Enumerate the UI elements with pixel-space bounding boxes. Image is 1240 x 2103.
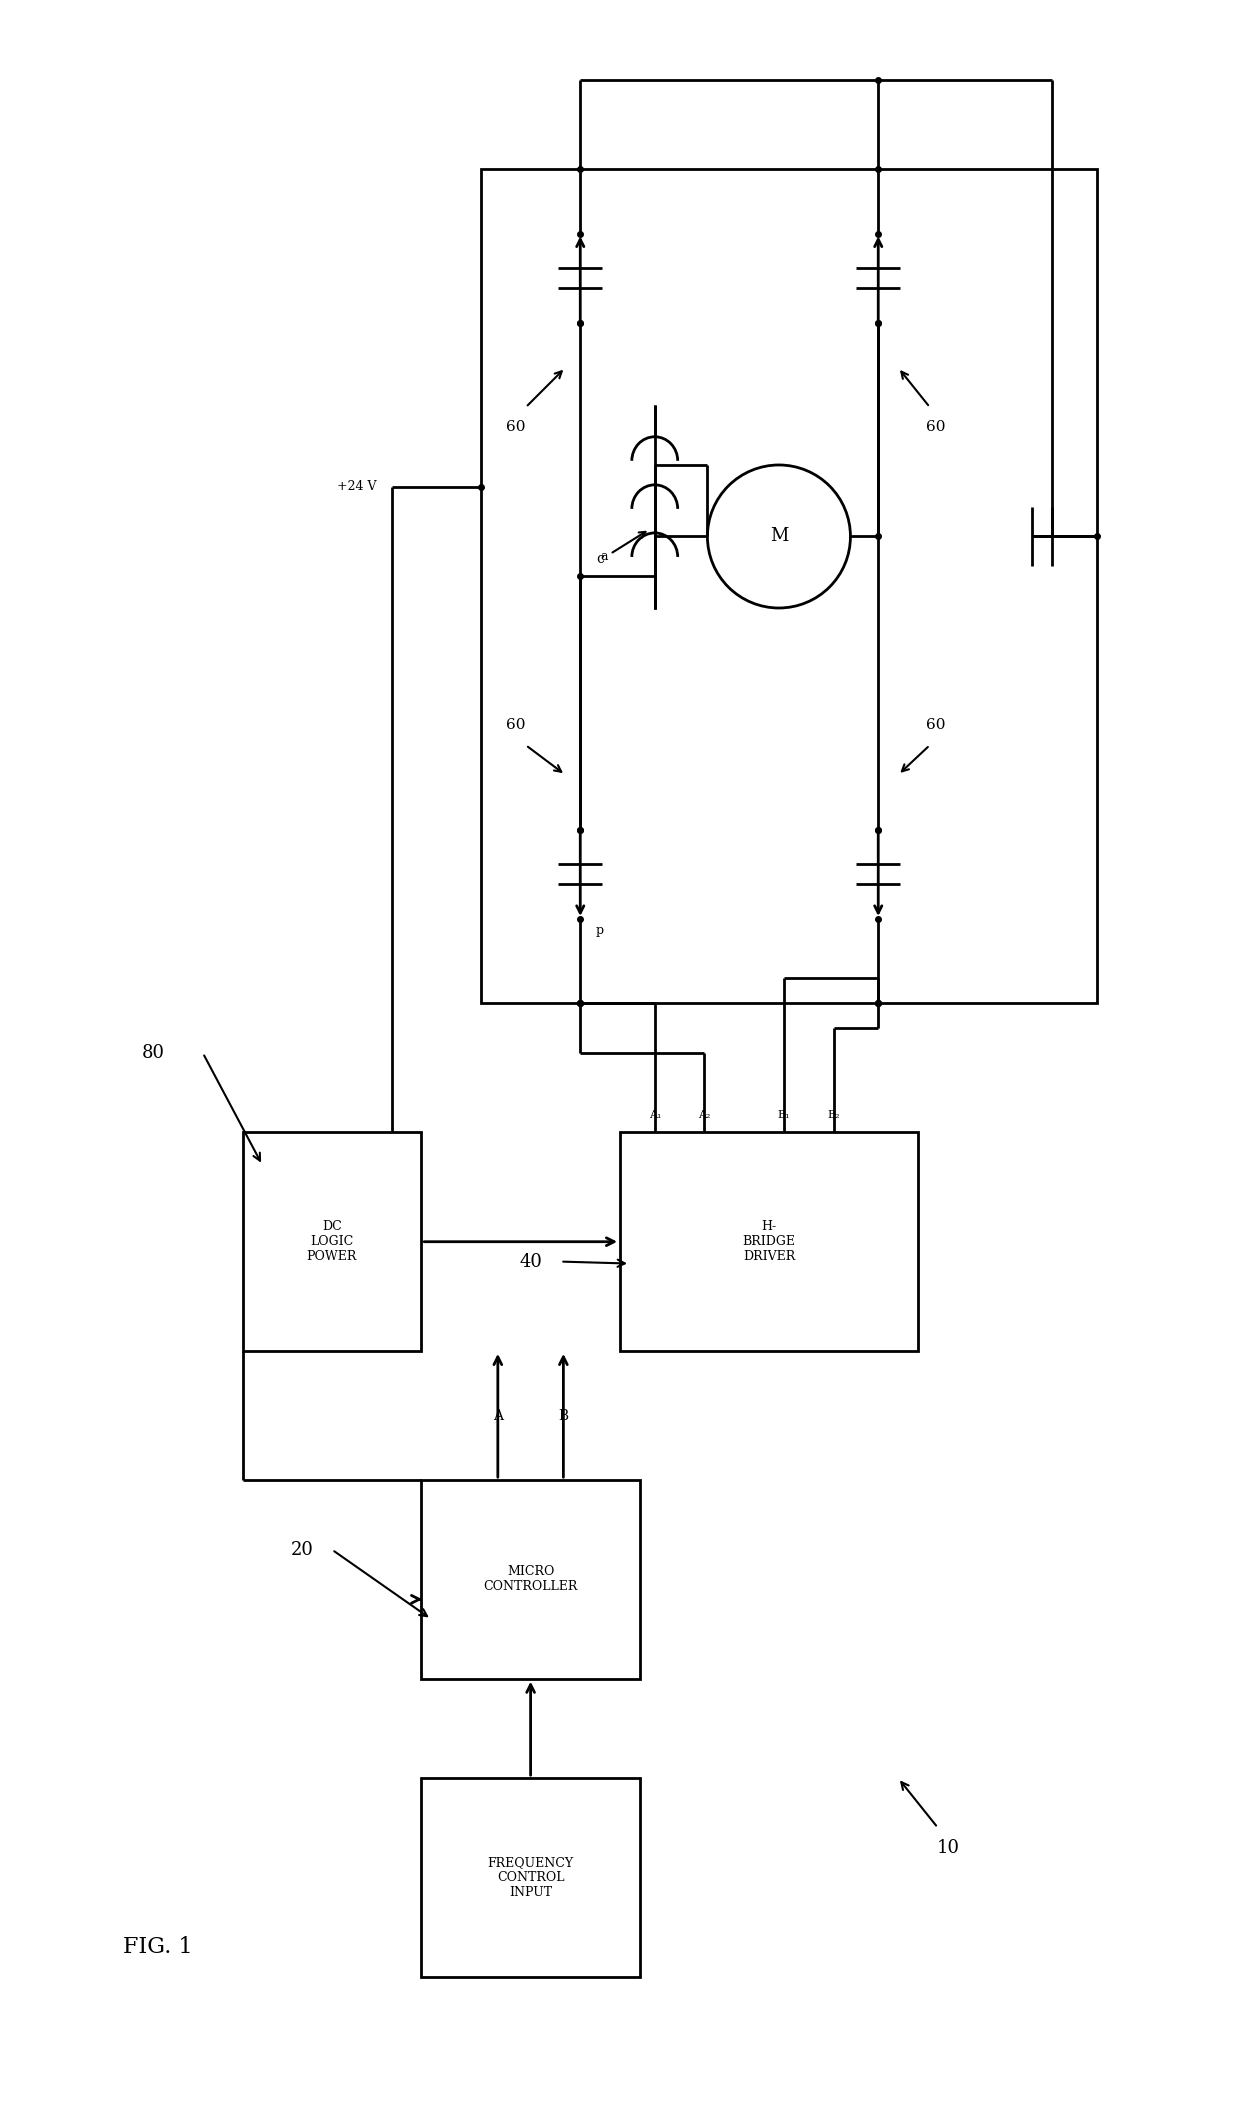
Text: B₁: B₁ [777,1110,790,1119]
Text: B₂: B₂ [827,1110,839,1119]
Text: MICRO
CONTROLLER: MICRO CONTROLLER [484,1565,578,1594]
Text: FREQUENCY
CONTROL
INPUT: FREQUENCY CONTROL INPUT [487,1857,574,1899]
Text: A₂: A₂ [698,1110,711,1119]
Bar [422,1777,640,1977]
Text: DC
LOGIC
POWER: DC LOGIC POWER [306,1220,357,1264]
Text: 80: 80 [141,1043,165,1062]
Text: 10: 10 [936,1838,960,1857]
Text: c: c [596,551,604,566]
Text: 60: 60 [926,421,946,433]
Text: 20: 20 [290,1541,314,1558]
Text: 60: 60 [926,719,946,732]
Bar [243,1131,422,1350]
Text: 60: 60 [506,421,526,433]
Text: FIG. 1: FIG. 1 [123,1937,193,1958]
Text: p: p [595,925,604,938]
Bar [422,1481,640,1678]
Text: M: M [770,528,789,545]
Text: a: a [600,549,608,564]
Text: H-
BRIDGE
DRIVER: H- BRIDGE DRIVER [743,1220,796,1264]
Text: A: A [492,1409,503,1422]
Text: B: B [558,1409,568,1422]
Bar [620,1131,918,1350]
Text: 60: 60 [506,719,526,732]
Text: +24 V: +24 V [337,479,377,494]
Text: 40: 40 [520,1253,542,1270]
Bar [481,168,1096,1003]
Text: A₁: A₁ [649,1110,661,1119]
